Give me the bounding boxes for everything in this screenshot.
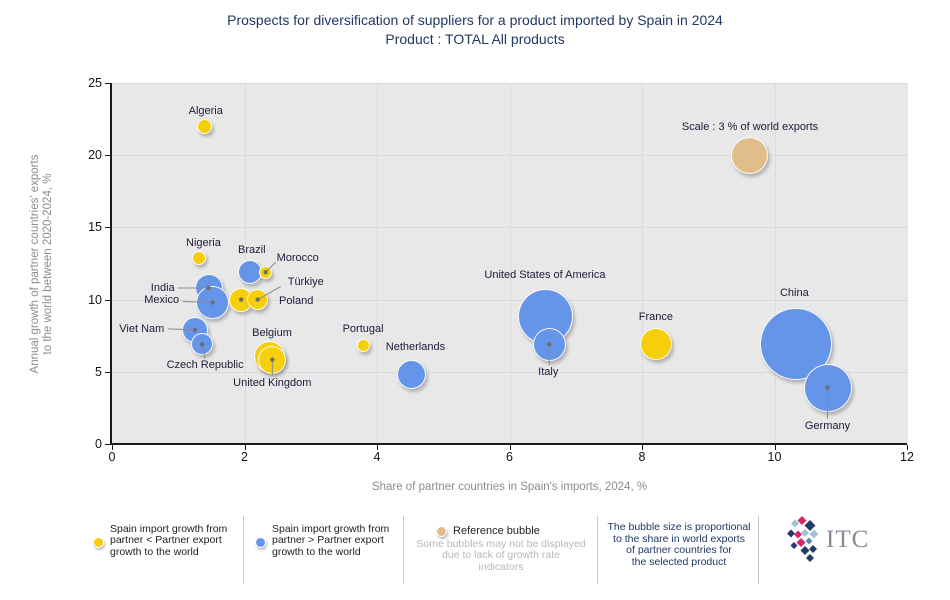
y-tick-label: 20 bbox=[88, 148, 102, 163]
reference-bubble-label: Reference bubble bbox=[453, 525, 540, 537]
gridline-vertical bbox=[509, 83, 511, 444]
legend-divider bbox=[758, 516, 759, 584]
legend-item-size-note: The bubble size is proportional to the s… bbox=[607, 521, 751, 568]
gridline-vertical bbox=[774, 83, 776, 444]
x-tick bbox=[907, 445, 908, 450]
y-tick bbox=[105, 155, 110, 157]
bubble-netherlands[interactable] bbox=[396, 360, 426, 390]
itc-logo-mark bbox=[787, 516, 819, 562]
itc-logo: ITC bbox=[786, 516, 906, 566]
itc-logo-text: ITC bbox=[826, 526, 870, 553]
gridline-horizontal bbox=[112, 371, 907, 373]
bubble-t-rkiye[interactable] bbox=[247, 289, 269, 311]
x-tick bbox=[377, 445, 378, 450]
yellow-bubble-icon bbox=[93, 537, 104, 548]
legend-divider bbox=[597, 516, 598, 584]
bubble-germany[interactable] bbox=[803, 363, 852, 412]
x-tick bbox=[244, 445, 246, 450]
x-axis-line bbox=[110, 443, 907, 445]
x-tick-label: 8 bbox=[638, 450, 646, 464]
bubble-mexico[interactable] bbox=[196, 285, 230, 319]
x-tick-label: 10 bbox=[767, 450, 782, 464]
chart-subtitle: Product : TOTAL All products bbox=[385, 31, 565, 47]
y-tick bbox=[105, 227, 110, 229]
bubble-algeria[interactable] bbox=[197, 118, 213, 134]
bubble-czech-republic[interactable] bbox=[191, 333, 214, 356]
legend-note: Some bubbles may not be displayed due to… bbox=[416, 538, 586, 573]
gridline-horizontal bbox=[112, 299, 907, 301]
x-tick-label: 6 bbox=[506, 450, 513, 464]
bubble-united-kingdom[interactable] bbox=[258, 345, 287, 374]
x-tick bbox=[112, 445, 113, 450]
x-tick-label: 0 bbox=[108, 450, 116, 464]
reference-bubble-icon bbox=[436, 526, 447, 537]
y-axis-line bbox=[110, 83, 112, 445]
bubble-italy[interactable] bbox=[532, 327, 566, 361]
y-tick-label: 25 bbox=[88, 76, 102, 90]
gridline-vertical bbox=[377, 83, 378, 444]
y-tick bbox=[105, 444, 110, 445]
chart-title: Prospects for diversification of supplie… bbox=[227, 12, 723, 28]
x-tick-label: 12 bbox=[900, 450, 914, 464]
y-tick bbox=[105, 299, 110, 301]
legend-divider bbox=[243, 516, 244, 584]
y-tick-label: 0 bbox=[95, 437, 102, 451]
y-tick-label: 5 bbox=[95, 364, 102, 379]
x-tick bbox=[642, 445, 643, 450]
bubble-france[interactable] bbox=[639, 328, 672, 361]
bubble-brazil[interactable] bbox=[237, 260, 262, 285]
reference-bubble[interactable] bbox=[731, 136, 769, 174]
x-tick bbox=[774, 445, 776, 450]
gridline-vertical bbox=[907, 83, 908, 444]
gridline-horizontal bbox=[112, 227, 907, 229]
gridline-horizontal bbox=[112, 83, 907, 84]
legend-divider bbox=[403, 516, 404, 584]
x-tick-label: 2 bbox=[241, 450, 248, 464]
bubble-morocco[interactable] bbox=[259, 265, 273, 279]
bubble-nigeria[interactable] bbox=[192, 250, 207, 265]
y-tick-label: 10 bbox=[88, 292, 102, 307]
gridline-horizontal bbox=[112, 155, 907, 157]
bubble-portugal[interactable] bbox=[356, 339, 370, 353]
y-tick bbox=[105, 83, 110, 84]
y-tick-label: 15 bbox=[88, 220, 102, 235]
x-axis-title: Share of partner countries in Spain's im… bbox=[371, 481, 648, 493]
blue-bubble-icon bbox=[255, 537, 266, 548]
x-tick bbox=[509, 445, 511, 450]
gridline-vertical bbox=[642, 83, 643, 444]
x-tick-label: 4 bbox=[373, 450, 381, 464]
y-tick bbox=[105, 371, 110, 373]
